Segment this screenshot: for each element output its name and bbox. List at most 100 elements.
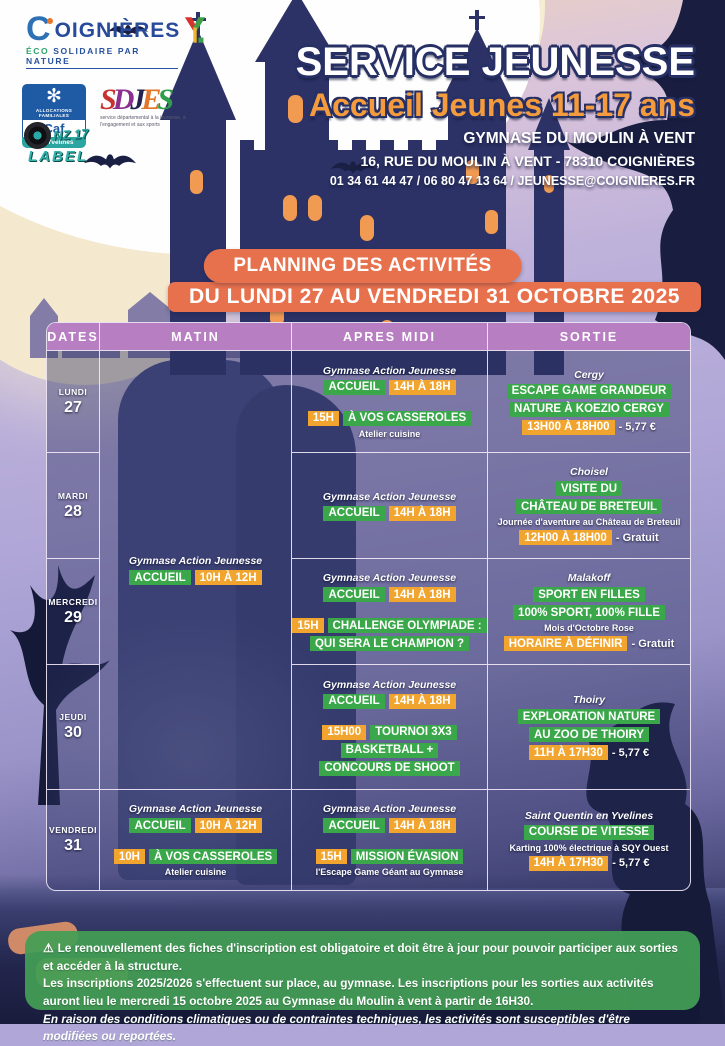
venue-label: Malakoff — [567, 572, 611, 584]
price-label: - Gratuit — [631, 637, 675, 650]
sdjes-letter: E — [141, 83, 161, 116]
apres-midi-cell-mercredi: Gymnase Action Jeunesse ACCUEIL 14H À 18H 1… — [291, 558, 487, 664]
venue-label: Thoiry — [572, 694, 606, 706]
date-number: 27 — [64, 398, 82, 416]
venue-label: Gymnase Action Jeunesse — [322, 803, 457, 815]
label-text: LABEL — [28, 148, 88, 165]
date-number: 30 — [64, 724, 82, 741]
footer-line-3: En raison des conditions climatiques ou … — [43, 1011, 630, 1044]
venue-label: Gymnase Action Jeunesse — [128, 803, 263, 815]
activity-badge: ACCUEIL — [129, 570, 191, 585]
time-badge: 15H — [307, 410, 339, 426]
footer-line-2: Les inscriptions 2025/2026 s'effectuent … — [43, 976, 654, 1009]
activity-badge: ACCUEIL — [323, 693, 385, 709]
bat-icon — [84, 154, 136, 169]
activity-badge: BASKETBALL + — [340, 742, 439, 758]
day-label: JEUDI — [59, 712, 87, 722]
time-badge: 14H À 18H — [388, 818, 456, 833]
price-label: - Gratuit — [615, 531, 659, 544]
activity-badge: À VOS CASSEROLES — [342, 410, 472, 426]
venue-label: Gymnase Action Jeunesse — [322, 572, 457, 584]
activity-badge: MISSION ÉVASION — [350, 849, 464, 864]
date-cell-mercredi: MERCREDI 29 — [47, 558, 99, 664]
activity-badge: ACCUEIL — [129, 818, 191, 833]
cliff-rock — [236, 385, 356, 885]
activity-badge: ACCUEIL — [323, 379, 385, 395]
time-badge: 13H00 À 18H00 — [522, 419, 615, 435]
column-header-apres-midi: APRES MIDI — [291, 323, 487, 350]
page-subtitle: Accueil Jeunes 11-17 ans — [309, 87, 695, 123]
date-cell-lundi: LUNDI 27 — [47, 350, 99, 452]
note-label: Journée d'aventure au Château de Breteui… — [497, 517, 681, 527]
matin-cell-vendredi: Gymnase Action Jeunesse ACCUEIL 10H À 12H 1… — [99, 789, 291, 890]
contact-info: 01 34 61 44 47 / 06 80 47 13 64 / JEUNES… — [329, 174, 695, 188]
price-label: - 5,77 € — [612, 857, 650, 869]
day-label: MARDI — [57, 490, 89, 501]
column-header-dates: DATES — [47, 323, 99, 350]
caf-region-label: des Yvelines — [22, 137, 86, 148]
nz17-text: NZ 17 — [52, 125, 89, 144]
time-badge: 14H À 18H — [388, 379, 456, 395]
date-number: 31 — [64, 837, 82, 854]
activity-badge: NATURE À KOEZIO CERGY — [509, 401, 669, 417]
activity-badge: QUI SERA LE CHAMPION ? — [309, 636, 470, 651]
venue-name: GYMNASE DU MOULIN À VENT — [463, 130, 695, 147]
day-label: VENDREDI — [49, 825, 97, 835]
time-badge: 10H — [113, 849, 145, 864]
caf-allocations-label: ALLOCATIONS FAMILIALES — [35, 108, 73, 118]
activity-badge: AU ZOO DE THOIRY — [528, 727, 650, 742]
date-range-banner: DU LUNDI 27 AU VENDREDI 31 OCTOBRE 2025 — [168, 282, 701, 312]
matin-cell-lundi-a-jeudi: Gymnase Action Jeunesse ACCUEIL 10H À 12H — [99, 350, 291, 789]
time-badge: 15H00 — [322, 724, 367, 740]
warning-icon: ⚠ — [43, 941, 54, 955]
activity-badge: ACCUEIL — [323, 587, 385, 602]
coignieres-logo: C OIGNIÈRES ÉCO SOLIDAIRE PAR NATURE — [26, 10, 226, 70]
note-label: Karting 100% électrique à SQY Ouest — [509, 842, 669, 853]
time-badge: 14H À 18H — [388, 587, 456, 602]
venue-label: Gymnase Action Jeunesse — [322, 678, 457, 691]
sdjes-letters: SDJES — [100, 83, 210, 116]
apres-midi-cell-jeudi: Gymnase Action Jeunesse ACCUEIL 14H À 18H 1… — [291, 664, 487, 789]
sdjes-letter: S — [157, 83, 174, 116]
date-number: 28 — [64, 502, 82, 520]
time-badge: 15H — [315, 849, 347, 864]
day-label: MERCREDI — [48, 596, 98, 607]
venue-label: Gymnase Action Jeunesse — [322, 364, 457, 377]
bat-icon — [108, 25, 148, 36]
date-cell-mardi: MARDI 28 — [47, 452, 99, 558]
time-badge: 10H À 12H — [194, 570, 262, 585]
day-label: LUNDI — [58, 386, 88, 397]
column-header-sortie: SORTIE — [487, 323, 690, 350]
vinyl-disc-icon — [24, 122, 51, 149]
date-cell-jeudi: JEUDI 30 — [47, 664, 99, 789]
planning-banner: PLANNING DES ACTIVITÉS — [203, 249, 522, 283]
activity-badge: CHALLENGE OLYMPIADE : — [327, 618, 487, 633]
time-badge: 15H — [292, 618, 324, 633]
caf-flake-icon: ✻ — [46, 86, 62, 107]
date-cell-vendredi: VENDREDI 31 — [47, 789, 99, 890]
sdjes-logo: SDJES service départemental à la jeuness… — [100, 83, 210, 128]
footer-notice: ⚠ Le renouvellement des fiches d'inscript… — [25, 931, 700, 1043]
coignieres-logo-initial: C — [26, 10, 53, 48]
nz17-label-logo: NZ 17 LABEL — [24, 118, 104, 170]
venue-label: Gymnase Action Jeunesse — [322, 490, 457, 503]
note-label: l'Escape Game Géant au Gymnase — [315, 867, 464, 877]
gnarled-tree-top-right — [567, 0, 725, 360]
apres-midi-cell-vendredi: Gymnase Action Jeunesse ACCUEIL 14H À 18H 1… — [291, 789, 487, 890]
header-title-block: SERVICE JEUNESSE Accueil Jeunes 11-17 an… — [296, 42, 695, 188]
activity-badge: 100% SPORT, 100% FILLE — [513, 605, 665, 620]
apres-midi-cell-mardi: Gymnase Action Jeunesse ACCUEIL 14H À 18H — [291, 452, 487, 558]
activity-grid: DATES MATIN APRES MIDI SORTIE Gymnase Ac… — [47, 323, 690, 890]
activity-badge: VISITE DU — [555, 481, 623, 496]
sdjes-subtitle: service départemental à la jeunesse, à l… — [100, 115, 186, 128]
time-badge: 10H À 12H — [194, 818, 262, 833]
venue-address: 16, RUE DU MOULIN À VENT - 78310 COIGNIÈ… — [360, 153, 695, 169]
sdjes-letter: S — [100, 83, 117, 116]
activity-badge: COURSE DE VITESSE — [523, 824, 655, 840]
venue-label: Gymnase Action Jeunesse — [128, 555, 263, 567]
activity-badge: EXPLORATION NATURE — [517, 709, 661, 724]
price-label: - 5,77 € — [618, 421, 656, 433]
sortie-cell-mercredi: Malakoff SPORT EN FILLES 100% SPORT, 100% … — [487, 558, 690, 664]
time-badge: 12H00 À 18H00 — [519, 530, 612, 545]
activity-badge: À VOS CASSEROLES — [148, 849, 278, 864]
